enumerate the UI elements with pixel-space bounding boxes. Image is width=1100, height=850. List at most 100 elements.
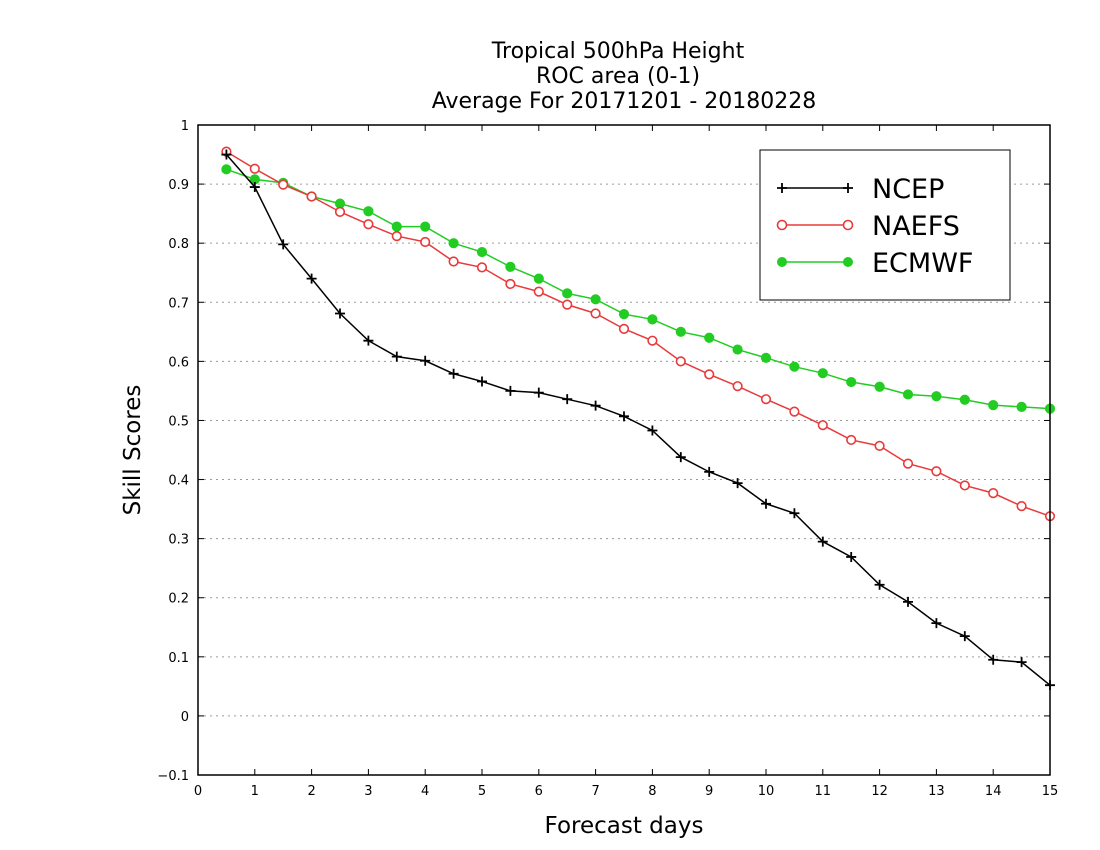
data-point [448,238,459,249]
x-tick-label: 1 [251,784,259,799]
data-point [278,239,289,250]
x-tick-label: 10 [758,784,775,799]
legend-item-ecmwf: ECMWF [777,248,973,279]
data-point [789,361,800,372]
data-point [420,236,431,248]
data-point [902,389,914,400]
data-point [1016,657,1027,668]
x-tick-label: 5 [478,784,486,799]
x-tick-label: 3 [364,784,372,799]
data-point [760,394,772,405]
y-tick-label: 0.6 [168,355,189,370]
data-point [874,440,885,451]
legend: NCEP NAEFS ECMWF [759,149,1011,301]
data-point [505,261,516,272]
data-point [959,631,970,642]
x-tick-label: 0 [194,784,202,799]
data-point [476,246,488,258]
legend-label: NAEFS [872,211,960,242]
data-point [843,183,853,193]
data-point [278,179,289,190]
data-point [675,326,686,337]
data-point [619,411,629,422]
data-point [391,351,402,362]
data-point [1016,401,1027,412]
y-tick-label: 0.4 [168,474,189,489]
data-point [704,369,715,380]
series-layer [221,146,1056,691]
data-point [704,332,715,343]
data-point [306,191,317,202]
data-point [817,536,828,547]
data-point [505,385,516,396]
x-tick-label: 11 [815,784,832,799]
data-point [931,618,942,629]
x-tick-label: 2 [307,784,315,799]
data-point [903,596,913,607]
x-tick-label: 8 [648,784,656,799]
data-point [732,344,743,355]
y-tick-label: 0.5 [168,414,189,429]
data-point [334,206,346,217]
data-point [777,257,787,267]
data-point [590,308,601,319]
data-point [533,286,544,297]
data-point [391,221,402,232]
data-point [618,308,630,320]
x-tick-label: 15 [1042,784,1059,799]
data-point [846,434,857,446]
y-tick-label: −0.1 [157,769,189,784]
data-point [931,466,942,477]
data-point [306,273,317,284]
data-point [590,400,601,411]
data-point [675,356,686,367]
data-point [533,387,544,398]
y-axis: −0.1 0 0.1 0.2 0.3 0.4 0.5 0.6 0.7 0.8 0.9 1 [157,119,1050,784]
y-tick-label: 0 [181,710,189,725]
y-tick-label: 0.8 [168,237,189,252]
data-point [776,219,788,231]
data-point [562,394,573,405]
data-point [988,488,999,499]
y-tick-label: 1 [181,119,189,134]
data-point [249,163,260,174]
x-tick-label: 14 [985,784,1002,799]
plot-frame [197,124,1051,776]
x-axis-label: Forecast days [545,813,704,839]
data-point [959,394,970,405]
data-point [843,257,853,267]
data-point [562,288,573,299]
data-point [846,551,857,562]
grid-lines [198,183,1050,717]
data-point [335,308,345,319]
data-point [477,376,487,387]
data-point [391,230,402,242]
title-line-2: ROC area (0-1) [536,64,700,89]
data-point [221,164,232,175]
title-line-3: Average For 20171201 - 20180228 [432,89,817,114]
series-line [225,154,1051,686]
y-tick-label: 0.2 [168,592,189,607]
data-point [533,273,544,284]
data-point [420,355,431,366]
data-point [902,458,914,469]
data-point [1016,501,1027,512]
legend-label: NCEP [872,174,944,205]
data-point [874,381,885,392]
y-tick-label: 0.1 [168,651,189,666]
y-axis-label: Skill Scores [120,385,146,516]
data-point [846,376,857,388]
data-point [420,221,431,232]
data-point [363,219,374,230]
x-tick-label: 4 [421,784,429,799]
x-tick-label: 6 [535,784,543,799]
y-tick-label: 0.7 [168,296,189,311]
data-point [704,466,715,477]
data-point [249,182,260,193]
data-point [505,278,516,290]
legend-item-ncep: NCEP [777,174,944,205]
data-point [732,381,743,392]
x-tick-label: 7 [591,784,599,799]
data-point [647,425,658,436]
legend-item-naefs: NAEFS [776,211,960,242]
